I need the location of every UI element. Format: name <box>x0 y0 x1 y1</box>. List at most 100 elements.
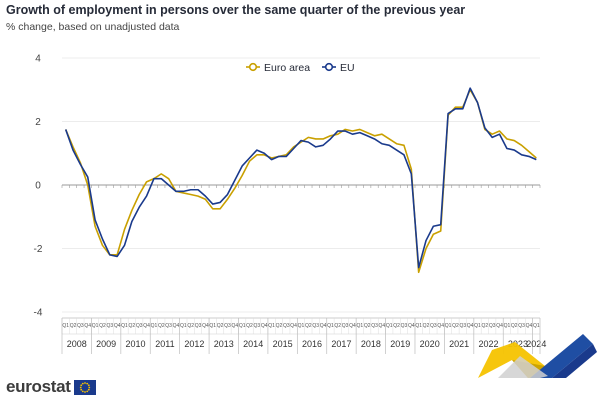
x-year-label: 2021 <box>449 339 469 349</box>
x-quarter-label: Q1 <box>298 323 305 329</box>
x-quarter-label: Q2 <box>482 323 489 329</box>
x-quarter-label: Q4 <box>290 323 297 329</box>
x-quarter-label: Q1 <box>386 323 393 329</box>
x-quarter-label: Q1 <box>62 323 69 329</box>
x-quarter-label: Q2 <box>246 323 253 329</box>
x-quarter-label: Q3 <box>518 323 525 329</box>
x-year-label: 2011 <box>155 339 174 349</box>
chart-subtitle: % change, based on unadjusted data <box>6 21 180 33</box>
x-quarter-label: Q2 <box>511 323 518 329</box>
y-tick-label: -4 <box>34 308 43 319</box>
x-year-label: 2022 <box>479 339 499 349</box>
x-quarter-label: Q4 <box>496 323 503 329</box>
x-quarter-label: Q2 <box>452 323 459 329</box>
x-year-label: 2016 <box>302 339 322 349</box>
x-quarter-label: Q3 <box>283 323 290 329</box>
x-quarter-label: Q3 <box>489 323 496 329</box>
x-quarter-label: Q3 <box>342 323 349 329</box>
logo-text: eurostat <box>6 377 71 396</box>
y-tick-label: 4 <box>35 54 41 65</box>
x-quarter-label: Q1 <box>209 323 216 329</box>
x-quarter-label: Q3 <box>312 323 319 329</box>
x-quarter-label: Q1 <box>121 323 128 329</box>
x-quarter-label: Q1 <box>268 323 275 329</box>
x-quarter-label: Q4 <box>143 323 150 329</box>
x-quarter-label: Q2 <box>70 323 77 329</box>
legend-marker <box>248 62 258 72</box>
x-year-label: 2024 <box>526 339 546 349</box>
x-quarter-label: Q3 <box>136 323 143 329</box>
x-quarter-label: Q2 <box>217 323 224 329</box>
x-year-label: 2013 <box>214 339 234 349</box>
x-quarter-label: Q3 <box>77 323 84 329</box>
x-quarter-label: Q2 <box>276 323 283 329</box>
x-quarter-label: Q2 <box>187 323 194 329</box>
x-quarter-label: Q1 <box>415 323 422 329</box>
x-quarter-label: Q1 <box>92 323 99 329</box>
x-quarter-label: Q3 <box>430 323 437 329</box>
x-year-label: 2020 <box>420 339 440 349</box>
x-quarter-label: Q3 <box>165 323 172 329</box>
x-quarter-label: Q3 <box>106 323 113 329</box>
x-quarter-label: Q1 <box>445 323 452 329</box>
x-quarter-label: Q2 <box>129 323 136 329</box>
x-quarter-label: Q4 <box>114 323 121 329</box>
x-quarter-label: Q3 <box>224 323 231 329</box>
eurostat-logo: eurostat <box>6 377 96 397</box>
x-quarter-label: Q4 <box>349 323 356 329</box>
x-year-label: 2010 <box>126 339 146 349</box>
x-quarter-label: Q1 <box>356 323 363 329</box>
chart-title: Growth of employment in persons over the… <box>6 3 466 17</box>
legend-marker <box>324 62 334 72</box>
x-quarter-label: Q3 <box>401 323 408 329</box>
x-year-label: 2017 <box>331 339 351 349</box>
x-quarter-label: Q4 <box>437 323 444 329</box>
legend-label: EU <box>340 62 355 74</box>
x-quarter-label: Q4 <box>173 323 180 329</box>
x-quarter-label: Q3 <box>254 323 261 329</box>
x-quarter-label: Q1 <box>474 323 481 329</box>
eu-flag-icon <box>73 379 96 395</box>
x-quarter-label: Q1 <box>180 323 187 329</box>
x-year-label: 2023 <box>508 339 528 349</box>
x-quarter-label: Q2 <box>334 323 341 329</box>
x-quarter-label: Q3 <box>371 323 378 329</box>
y-tick-label: -2 <box>34 244 43 255</box>
x-year-label: 2018 <box>361 339 381 349</box>
y-tick-label: 2 <box>35 117 41 128</box>
series-line-0 <box>64 88 537 274</box>
x-quarter-label: Q4 <box>467 323 474 329</box>
legend-label: Euro area <box>264 62 310 74</box>
x-year-label: 2008 <box>67 339 87 349</box>
x-quarter-label: Q4 <box>526 323 533 329</box>
x-year-label: 2015 <box>273 339 293 349</box>
x-quarter-label: Q2 <box>99 323 106 329</box>
x-quarter-label: Q4 <box>231 323 238 329</box>
series-line-1 <box>64 87 537 269</box>
x-quarter-label: Q2 <box>364 323 371 329</box>
y-tick-label: 0 <box>35 181 41 192</box>
decorative-swoosh <box>478 334 597 378</box>
x-quarter-label: Q3 <box>195 323 202 329</box>
x-quarter-label: Q4 <box>84 323 91 329</box>
x-quarter-label: Q2 <box>158 323 165 329</box>
x-quarter-label: Q3 <box>459 323 466 329</box>
x-quarter-label: Q1 <box>504 323 511 329</box>
x-quarter-label: Q1 <box>533 323 540 329</box>
x-quarter-label: Q4 <box>379 323 386 329</box>
x-quarter-label: Q2 <box>305 323 312 329</box>
x-quarter-label: Q1 <box>239 323 246 329</box>
x-year-label: 2012 <box>184 339 204 349</box>
x-year-label: 2019 <box>390 339 410 349</box>
x-quarter-label: Q4 <box>202 323 209 329</box>
x-quarter-label: Q2 <box>423 323 430 329</box>
x-quarter-label: Q4 <box>261 323 268 329</box>
x-quarter-label: Q4 <box>320 323 327 329</box>
x-quarter-label: Q1 <box>327 323 334 329</box>
x-year-label: 2014 <box>243 339 263 349</box>
x-quarter-label: Q4 <box>408 323 415 329</box>
x-year-label: 2009 <box>96 339 116 349</box>
x-quarter-label: Q1 <box>151 323 158 329</box>
x-quarter-label: Q2 <box>393 323 400 329</box>
